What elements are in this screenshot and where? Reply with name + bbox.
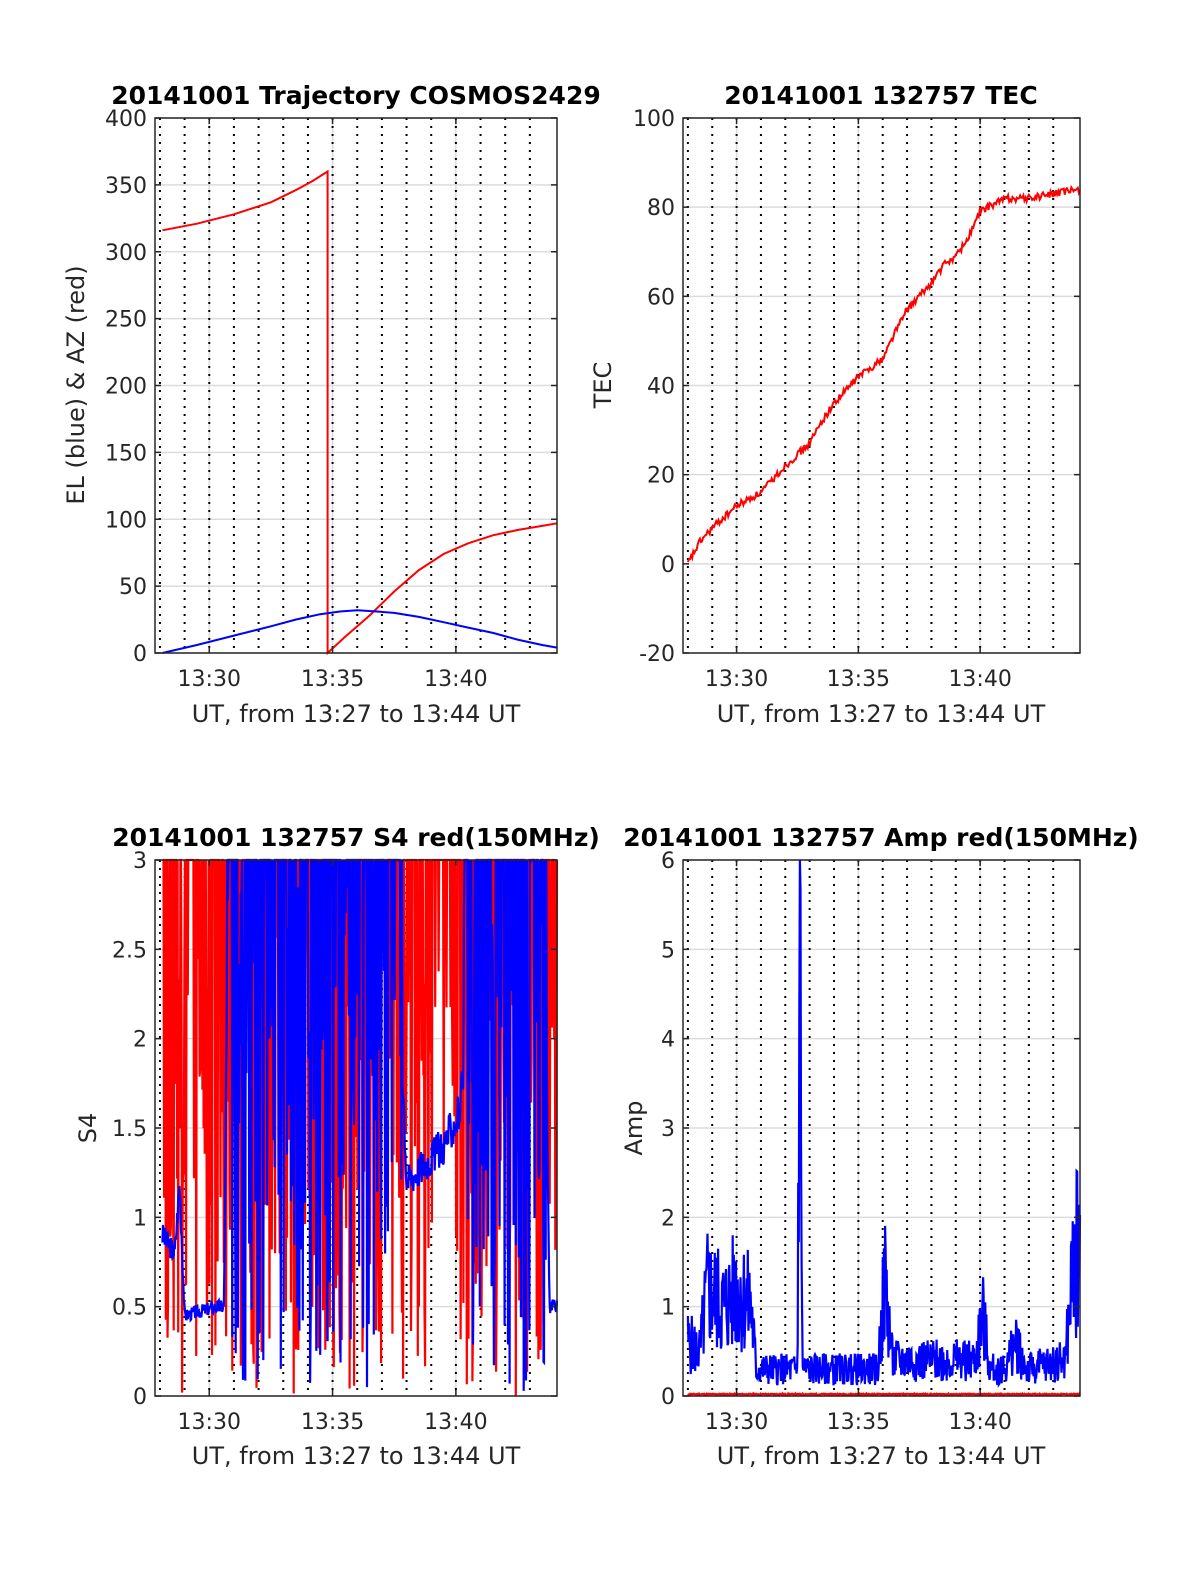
y-tick-label: 20 bbox=[647, 464, 675, 489]
x-tick-label: 13:30 bbox=[178, 1410, 241, 1435]
x-axis-label: UT, from 13:27 to 13:44 UT bbox=[192, 1442, 521, 1470]
x-tick-label: 13:30 bbox=[705, 667, 768, 692]
panel-s4: 20141001 132757 S4 red(150MHz) 0 0.5 1 1.5 2… bbox=[74, 823, 600, 1470]
y-tick-label: 2 bbox=[133, 1028, 147, 1053]
y-tick-label: 40 bbox=[647, 375, 675, 400]
chart-title: 20141001 132757 S4 red(150MHz) bbox=[112, 823, 600, 852]
panel-trajectory: 20141001 Trajectory COSMOS2429 0 50 100 150… bbox=[62, 81, 601, 728]
y-tick-label: 3 bbox=[133, 849, 147, 874]
x-tick-label: 13:40 bbox=[948, 667, 1011, 692]
y-tick-label: 0 bbox=[133, 642, 147, 667]
y-tick-label: 0.5 bbox=[112, 1296, 147, 1321]
panel-tec: 20141001 132757 TEC -20 0 20 40 60 80 100 13:30… bbox=[589, 81, 1081, 728]
x-tick-label: 13:30 bbox=[178, 667, 241, 692]
y-tick-label: 100 bbox=[105, 508, 147, 533]
x-axis-label: UT, from 13:27 to 13:44 UT bbox=[717, 700, 1046, 728]
y-tick-label: 400 bbox=[105, 107, 147, 132]
y-tick-label: 0 bbox=[133, 1385, 147, 1410]
y-axis-label: Amp bbox=[620, 1100, 648, 1155]
series-line bbox=[162, 609, 558, 654]
series-trace bbox=[686, 859, 1082, 1388]
y-tick-label: 2 bbox=[661, 1206, 675, 1231]
x-tick-label: 13:35 bbox=[301, 667, 364, 692]
x-tick-label: 13:35 bbox=[827, 1410, 890, 1435]
y-tick-label: 1 bbox=[133, 1206, 147, 1231]
y-tick-label: 5 bbox=[661, 938, 675, 963]
series-line bbox=[162, 169, 558, 656]
y-tick-label: 1.5 bbox=[112, 1117, 147, 1142]
y-tick-label: 50 bbox=[119, 575, 147, 600]
x-axis-label: UT, from 13:27 to 13:44 UT bbox=[717, 1442, 1046, 1470]
y-tick-label: 200 bbox=[105, 375, 147, 400]
series-trace bbox=[687, 1391, 1081, 1397]
x-tick-label: 13:40 bbox=[424, 1410, 487, 1435]
y-tick-label: 100 bbox=[633, 107, 675, 132]
x-tick-label: 13:40 bbox=[948, 1410, 1011, 1435]
x-tick-label: 13:40 bbox=[424, 667, 487, 692]
y-tick-label: 3 bbox=[661, 1117, 675, 1142]
chart-title: 20141001 Trajectory COSMOS2429 bbox=[111, 81, 601, 110]
chart-title: 20141001 132757 Amp red(150MHz) bbox=[623, 823, 1139, 852]
y-tick-label: 60 bbox=[647, 285, 675, 310]
y-tick-label: 6 bbox=[661, 849, 675, 874]
y-tick-label: -20 bbox=[639, 642, 675, 667]
y-tick-label: 0 bbox=[661, 1385, 675, 1410]
x-tick-label: 13:35 bbox=[301, 1410, 364, 1435]
x-tick-label: 13:35 bbox=[827, 667, 890, 692]
y-tick-label: 4 bbox=[661, 1028, 675, 1053]
y-axis-label: TEC bbox=[589, 362, 617, 410]
y-axis-label: EL (blue) & AZ (red) bbox=[62, 265, 90, 504]
x-axis-label: UT, from 13:27 to 13:44 UT bbox=[192, 700, 521, 728]
y-tick-label: 150 bbox=[105, 441, 147, 466]
y-tick-label: 1 bbox=[661, 1296, 675, 1321]
panel-amp: 20141001 132757 Amp red(150MHz) 0 1 2 3 4 5 6 1… bbox=[620, 823, 1139, 1470]
y-tick-label: 250 bbox=[105, 308, 147, 333]
series-line bbox=[686, 184, 1081, 563]
y-tick-label: 300 bbox=[105, 241, 147, 266]
x-tick-label: 13:30 bbox=[705, 1410, 768, 1435]
y-tick-label: 2.5 bbox=[112, 938, 147, 963]
chart-title: 20141001 132757 TEC bbox=[724, 81, 1037, 110]
y-axis-label: S4 bbox=[74, 1113, 102, 1144]
y-tick-label: 0 bbox=[661, 553, 675, 578]
y-tick-label: 80 bbox=[647, 196, 675, 221]
y-tick-label: 350 bbox=[105, 174, 147, 199]
